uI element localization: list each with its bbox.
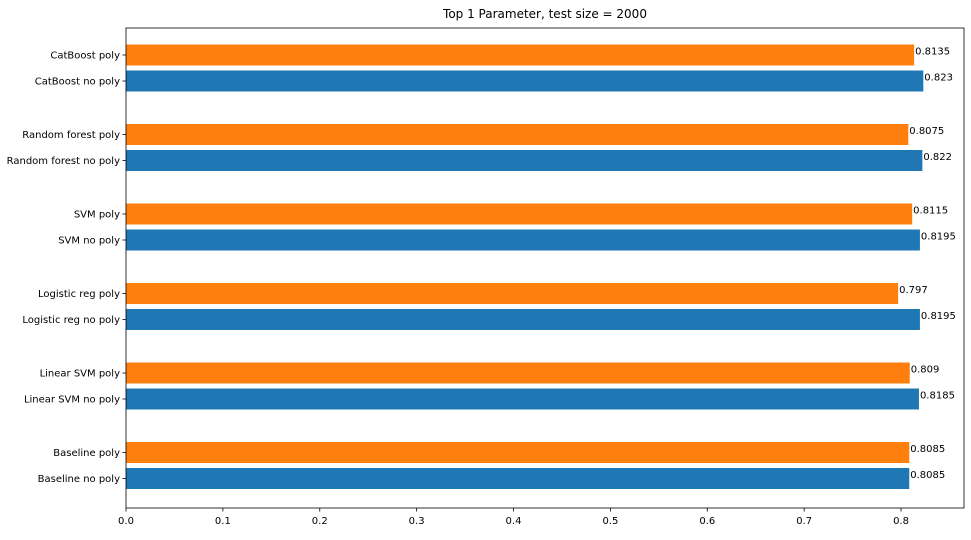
y-tick-label-logistic-reg-poly: Logistic reg poly bbox=[38, 289, 120, 300]
bar-random-forest-poly bbox=[126, 124, 909, 145]
y-tick-label-catboost-no-poly: CatBoost no poly bbox=[35, 77, 120, 88]
labels-layer: 0.8135 0.823 0.8075 0.822 0.8115 0.8195 0.797 0… bbox=[899, 47, 956, 482]
bar-baseline-no-poly bbox=[126, 468, 910, 489]
data-label-svm-poly: 0.8115 bbox=[913, 206, 948, 217]
bar-linear-svm-poly bbox=[126, 362, 910, 384]
x-tick-label: 0.8 bbox=[893, 516, 909, 527]
x-tick-label: 0.4 bbox=[506, 516, 522, 527]
y-tick-label-random-forest-no-poly: Random forest no poly bbox=[7, 156, 120, 167]
x-tick-label: 0.7 bbox=[796, 516, 812, 527]
y-tick-label-svm-poly: SVM poly bbox=[74, 210, 120, 221]
axes-layer: CatBoost poly CatBoost no poly Random fore… bbox=[7, 27, 965, 527]
data-label-catboost-poly: 0.8135 bbox=[915, 47, 950, 58]
x-tick-label: 0.6 bbox=[699, 516, 715, 527]
data-label-random-forest-no-poly: 0.822 bbox=[923, 152, 952, 163]
x-tick-label: 0.1 bbox=[215, 516, 231, 527]
bar-catboost-no-poly bbox=[126, 70, 924, 92]
bar-linear-svm-no-poly bbox=[126, 388, 919, 410]
bars-layer bbox=[126, 44, 924, 489]
data-label-baseline-no-poly: 0.8085 bbox=[910, 470, 945, 481]
y-tick-label-catboost-poly: CatBoost poly bbox=[50, 51, 120, 62]
x-tick-label: 0.2 bbox=[312, 516, 328, 527]
bar-random-forest-no-poly bbox=[126, 150, 923, 171]
data-label-linear-svm-no-poly: 0.8185 bbox=[920, 391, 955, 402]
bar-baseline-poly bbox=[126, 442, 910, 463]
data-label-random-forest-poly: 0.8075 bbox=[909, 126, 944, 137]
y-tick-label-logistic-reg-no-poly: Logistic reg no poly bbox=[22, 315, 120, 326]
plot-frame bbox=[125, 27, 965, 509]
x-tick-label: 0.0 bbox=[118, 516, 134, 527]
data-label-svm-no-poly: 0.8195 bbox=[921, 232, 956, 243]
y-tick-label-svm-no-poly: SVM no poly bbox=[58, 236, 120, 247]
y-tick-label-baseline-no-poly: Baseline no poly bbox=[38, 474, 120, 485]
bar-catboost-poly bbox=[126, 44, 915, 66]
data-label-linear-svm-poly: 0.809 bbox=[911, 365, 940, 376]
bar-svm-poly bbox=[126, 203, 913, 225]
y-tick-label-random-forest-poly: Random forest poly bbox=[22, 130, 120, 141]
y-tick-label-linear-svm-no-poly: Linear SVM no poly bbox=[24, 395, 120, 406]
data-label-logistic-reg-poly: 0.797 bbox=[899, 285, 928, 296]
bar-svm-no-poly bbox=[126, 229, 920, 251]
bar-logistic-reg-no-poly bbox=[126, 309, 920, 330]
y-tick-label-baseline-poly: Baseline poly bbox=[53, 448, 120, 459]
x-tick-label: 0.3 bbox=[409, 516, 425, 527]
data-label-catboost-no-poly: 0.823 bbox=[924, 73, 953, 84]
data-label-logistic-reg-no-poly: 0.8195 bbox=[921, 311, 956, 322]
y-tick-label-linear-svm-poly: Linear SVM poly bbox=[40, 369, 120, 380]
data-label-baseline-poly: 0.8085 bbox=[910, 444, 945, 455]
bar-logistic-reg-poly bbox=[126, 283, 899, 304]
x-tick-label: 0.5 bbox=[602, 516, 618, 527]
chart-title: Top 1 Parameter, test size = 2000 bbox=[442, 7, 647, 21]
